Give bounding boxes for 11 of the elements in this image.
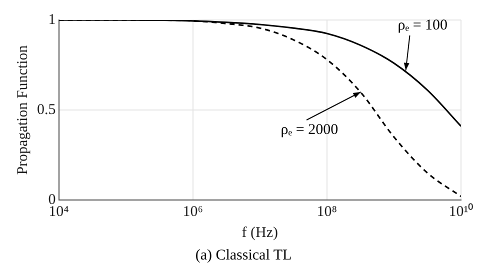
x-tick-label: 10¹⁰ <box>448 202 474 220</box>
annotation: ρₑ = 100 <box>398 17 448 34</box>
text: (a) Classical TL <box>195 247 292 264</box>
x-tick-label: 10⁴ <box>48 204 69 220</box>
x-axis-title: f (Hz) <box>242 224 278 241</box>
y-axis-title: Propagation Function <box>14 44 31 175</box>
annotation: ρₑ = 2000 <box>280 122 338 138</box>
y-tick-label: 0.5 <box>37 102 56 118</box>
x-tick-label: 10⁶ <box>182 204 203 220</box>
x-tick-label: 10⁸ <box>316 204 338 220</box>
y-tick-label: 1 <box>48 12 56 28</box>
